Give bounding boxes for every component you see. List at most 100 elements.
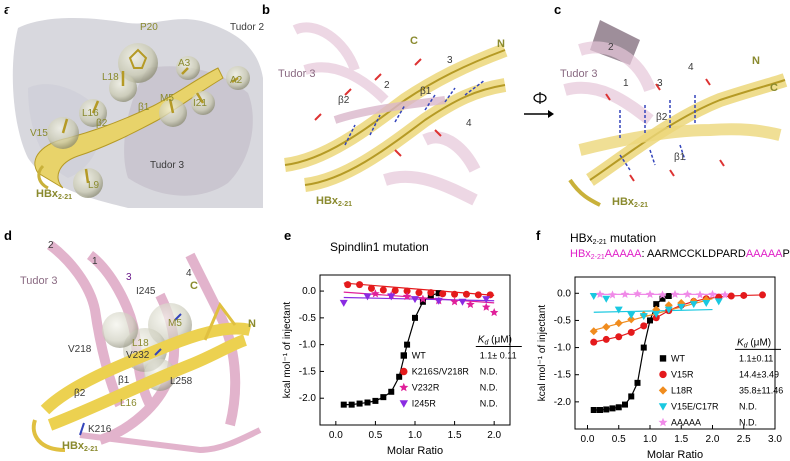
- plot-frame: [574, 276, 776, 430]
- data-point: [356, 400, 363, 407]
- legend-label: WT: [671, 353, 685, 363]
- data-point: [665, 293, 672, 299]
- chart-f-title: HBx2-21 mutation: [570, 231, 657, 246]
- data-point: [367, 284, 375, 292]
- x-axis-label: Molar Ratio: [387, 445, 443, 457]
- chart-f: 0.0 0.5 1.0 1.5 2.0 2.5 3.0 0.0 -0.5 -1.0 -1.5 -2.0…: [537, 276, 783, 461]
- y-tick-label: -1.5: [299, 366, 317, 377]
- label-l258: L258: [170, 376, 193, 387]
- data-point: [411, 296, 419, 304]
- label-d-s3: 3: [126, 272, 132, 283]
- data-point: [482, 296, 491, 304]
- label-c-s4: 4: [688, 62, 694, 73]
- legend-label: L18R: [671, 385, 693, 395]
- label-a-b1: β1: [138, 102, 150, 113]
- data-point: [695, 290, 705, 299]
- legend-marker: [399, 400, 408, 408]
- x-tick-label: 0.5: [368, 430, 382, 441]
- legend-header: Kd (μM): [478, 335, 512, 347]
- label-d-n: N: [248, 318, 256, 330]
- x-tick-label: 0.0: [329, 430, 343, 441]
- label-b-s3: 3: [447, 55, 453, 66]
- data-point: [670, 289, 680, 298]
- chart-e: 0.0 0.5 1.0 1.5 2.0 0.0 -0.5 -1.0 -1.5 -2.0 Molar …: [282, 274, 522, 457]
- label-b-tudor3: Tudor 3: [278, 68, 316, 80]
- data-point: [372, 397, 379, 404]
- data-point: [658, 290, 667, 299]
- data-point: [482, 302, 491, 311]
- legend-marker: [658, 417, 668, 427]
- legend-marker: [659, 355, 667, 362]
- data-point: [364, 399, 371, 406]
- data-point: [339, 299, 348, 307]
- legend-label: V15R: [671, 369, 694, 379]
- data-point: [608, 290, 617, 299]
- y-tick-label: -2.0: [554, 397, 572, 408]
- data-point: [590, 338, 598, 346]
- data-point: [645, 289, 655, 298]
- legend-kd: 1.1±0.11: [739, 353, 773, 363]
- data-point: [640, 344, 647, 351]
- label-b-s4: 4: [466, 118, 472, 129]
- legend-kd: 14.4±3.49: [739, 369, 779, 379]
- x-tick-label: 2.0: [706, 434, 720, 445]
- y-tick-label: -1.0: [299, 340, 317, 351]
- panel-b-structure: [283, 22, 508, 206]
- label-tudor2: Tudor 2: [230, 22, 265, 33]
- data-point: [603, 406, 610, 413]
- x-tick-label: 1.0: [408, 430, 422, 441]
- x-tick-label: 3.0: [768, 434, 782, 445]
- x-tick-label: 1.5: [674, 434, 688, 445]
- data-point: [622, 401, 628, 408]
- data-point: [595, 289, 605, 298]
- label-v15: V15: [30, 128, 48, 139]
- data-point: [627, 328, 635, 336]
- label-a-l16: L16: [82, 108, 99, 119]
- legend-marker: [658, 403, 668, 411]
- label-c-s3: 3: [657, 78, 663, 89]
- label-c-n: N: [752, 55, 760, 67]
- data-point: [439, 290, 447, 298]
- label-a2: A2: [230, 75, 243, 86]
- data-point: [609, 405, 616, 412]
- data-point: [714, 298, 723, 306]
- legend-label: K216S/V218R: [412, 367, 470, 377]
- data-point: [720, 290, 730, 299]
- data-point: [387, 293, 396, 301]
- data-point: [633, 289, 642, 298]
- x-tick-label: 0.5: [612, 434, 626, 445]
- y-tick-label: 0.0: [302, 286, 316, 297]
- data-point: [615, 333, 623, 341]
- data-point: [388, 388, 395, 395]
- y-tick-label: -2.0: [299, 393, 317, 404]
- label-b-n: N: [497, 38, 505, 50]
- data-point: [371, 289, 380, 298]
- data-point: [589, 293, 598, 300]
- data-point: [614, 319, 623, 328]
- data-point: [419, 298, 426, 305]
- label-c-c: C: [770, 82, 778, 94]
- legend-kd: N.D.: [480, 399, 498, 409]
- data-point: [659, 295, 666, 302]
- legend-marker: [400, 367, 408, 376]
- data-point: [653, 301, 660, 308]
- data-point: [664, 306, 673, 314]
- label-k216: K216: [88, 424, 112, 435]
- label-c-tudor3: Tudor 3: [560, 68, 598, 80]
- data-point: [702, 300, 711, 308]
- data-point: [652, 310, 661, 318]
- data-point: [462, 290, 470, 298]
- rotation-arrow-icon: [524, 92, 554, 118]
- data-point: [615, 404, 622, 411]
- legend-label: WT: [412, 351, 426, 361]
- label-v218: V218: [68, 344, 92, 355]
- label-b-s2: 2: [384, 80, 390, 91]
- data-point: [647, 317, 653, 324]
- data-point: [344, 281, 352, 289]
- chart-e-title: Spindlin1 mutation: [330, 240, 429, 254]
- label-v232: V232: [126, 350, 150, 361]
- data-point: [435, 290, 442, 297]
- legend-label: I245R: [412, 399, 437, 409]
- label-a-hbx: HBx2-21: [36, 188, 73, 201]
- label-b-c: C: [410, 35, 418, 47]
